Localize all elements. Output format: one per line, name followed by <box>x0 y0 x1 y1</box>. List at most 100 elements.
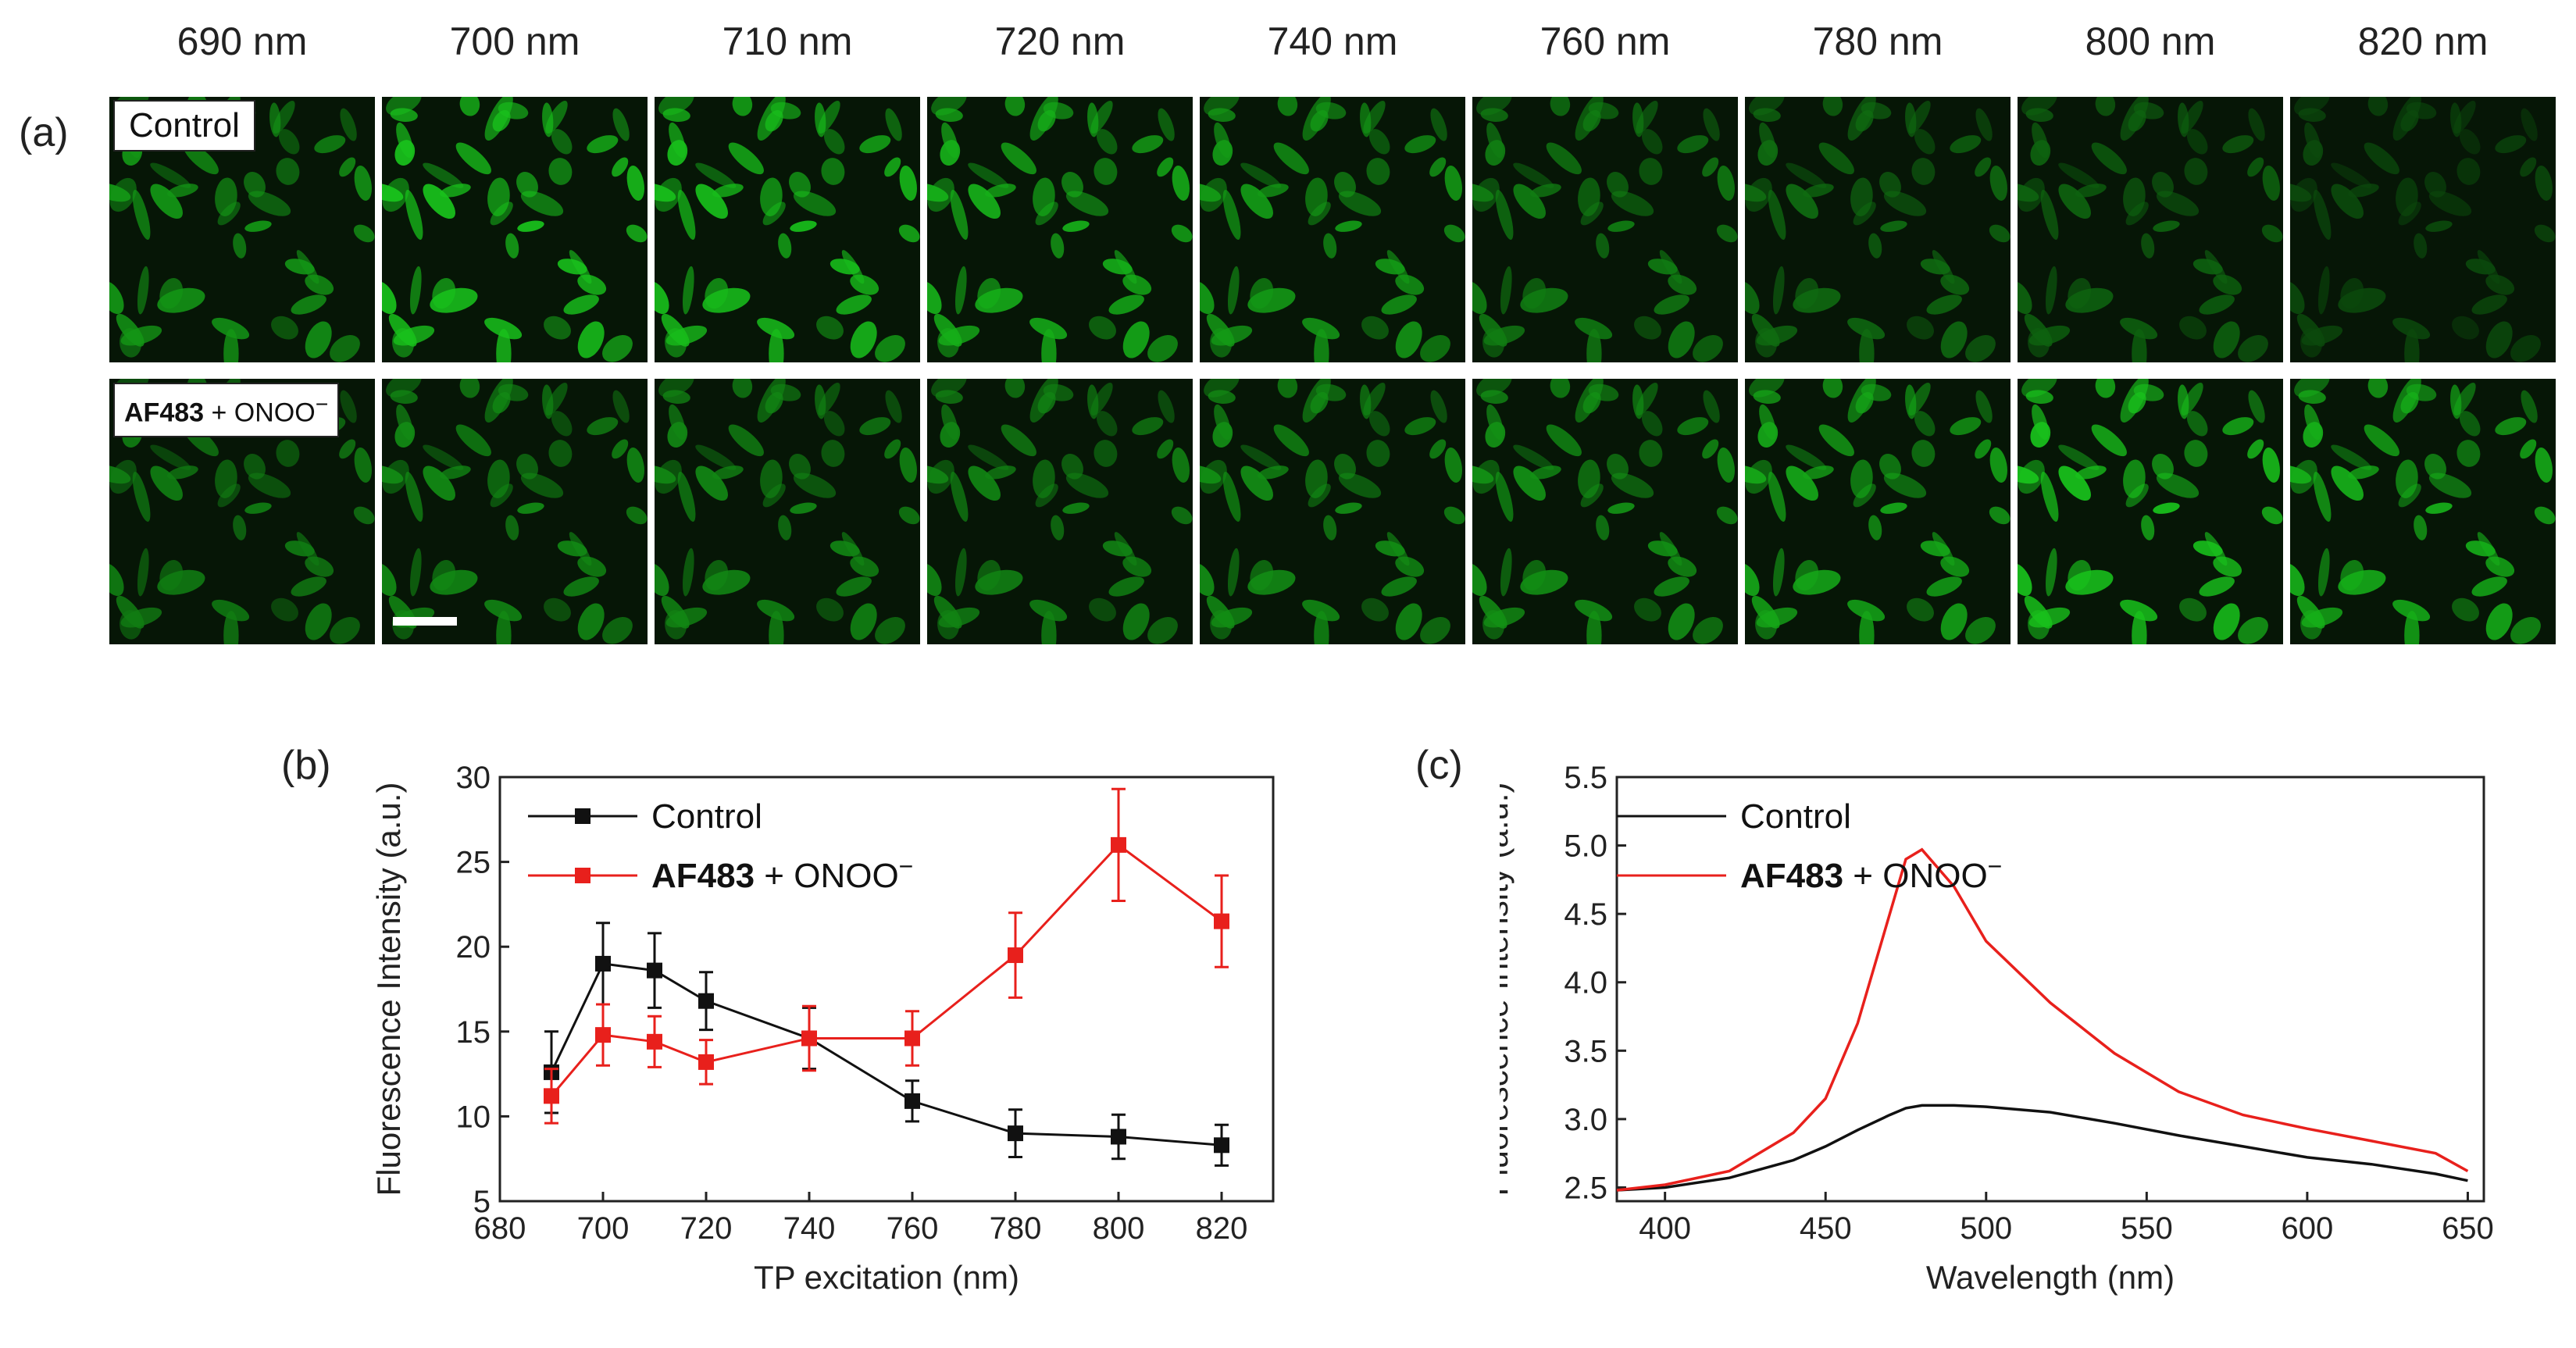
treated-image-tile <box>2290 379 2556 644</box>
panel-b-label: (b) <box>281 743 331 788</box>
x-tick-label: 680 <box>474 1211 526 1246</box>
x-tick-label: 820 <box>1196 1211 1248 1246</box>
x-tick-label: 500 <box>1960 1211 2012 1246</box>
treated-data-point <box>647 1033 662 1050</box>
wavelength-label: 800 nm <box>2085 20 2216 63</box>
control-data-point <box>647 962 662 979</box>
y-axis-label: Fluorescence Intensity (a.u.) <box>1500 783 1515 1196</box>
control-data-point <box>595 955 611 972</box>
legend-charge: − <box>1988 852 2003 880</box>
y-tick-label: 10 <box>456 1100 491 1134</box>
x-tick-label: 650 <box>2442 1211 2494 1246</box>
legend-charge: − <box>899 852 914 880</box>
control-data-point <box>1214 1137 1229 1154</box>
control-image-tile <box>655 97 920 362</box>
wavelength-label: 710 nm <box>722 20 853 63</box>
x-tick-label: 450 <box>1800 1211 1852 1246</box>
control-legend-label: Control <box>1740 797 1851 836</box>
y-tick-label: 5.5 <box>1564 761 1607 795</box>
control-legend-label: Control <box>651 797 762 836</box>
treated-data-point <box>1111 836 1126 853</box>
y-axis-label: Fluorescence Intensity (a.u.) <box>370 783 407 1196</box>
x-tick-label: 760 <box>887 1211 939 1246</box>
legend-analyte: + ONOO <box>755 857 899 895</box>
plot-frame <box>498 776 1275 1203</box>
wavelength-label: 760 nm <box>1540 20 1671 63</box>
control-image-tile <box>927 97 1193 362</box>
y-tick-label: 3.5 <box>1564 1034 1607 1068</box>
treated-data-point <box>904 1030 920 1047</box>
legend-probe-name: AF483 <box>1740 857 1843 895</box>
y-tick-label: 15 <box>456 1015 491 1050</box>
y-tick-label: 2.5 <box>1564 1171 1607 1205</box>
x-axis-label: TP excitation (nm) <box>754 1259 1019 1296</box>
panel-a-label: (a) <box>19 110 69 155</box>
y-tick-label: 5.0 <box>1564 829 1607 864</box>
panel-c-label: (c) <box>1415 743 1463 788</box>
y-tick-label: 20 <box>456 930 491 965</box>
treated-image-tile <box>1745 379 2010 644</box>
treated-series-line <box>1616 847 2469 1192</box>
control-data-point <box>1111 1129 1126 1145</box>
treated-legend-label: AF483 + ONOO− <box>651 852 913 895</box>
wavelength-label: 720 nm <box>994 20 1126 63</box>
y-tick-label: 30 <box>456 761 491 795</box>
plot-frame <box>1615 776 2485 1203</box>
control-image-tile <box>1200 97 1465 362</box>
row-label-control: Control <box>113 100 255 152</box>
treated-data-point <box>1214 913 1229 929</box>
control-image-tile <box>382 97 648 362</box>
row-label-sup: − <box>315 392 329 417</box>
control-legend-marker <box>575 808 590 824</box>
treated-data-point <box>1008 947 1023 964</box>
row-label-rest: + ONOO <box>204 398 316 428</box>
y-tick-label: 4.0 <box>1564 966 1607 1000</box>
x-tick-label: 600 <box>2282 1211 2334 1246</box>
treated-image-tile <box>1200 379 1465 644</box>
control-series-line <box>550 962 1222 1147</box>
treated-image-tile <box>2018 379 2283 644</box>
y-tick-label: 25 <box>456 846 491 880</box>
wavelength-label: 780 nm <box>1812 20 1943 63</box>
y-tick-label: 3.0 <box>1564 1103 1607 1137</box>
y-tick-label: 5 <box>473 1185 491 1219</box>
treated-data-point <box>698 1054 714 1070</box>
control-image-tile <box>2290 97 2556 362</box>
legend-probe-name: AF483 <box>651 857 755 895</box>
x-tick-label: 550 <box>2121 1211 2173 1246</box>
x-tick-label: 780 <box>990 1211 1042 1246</box>
treated-data-point <box>544 1088 559 1104</box>
control-data-point <box>698 993 714 1009</box>
wavelength-label: 820 nm <box>2357 20 2489 63</box>
control-image-tile <box>1745 97 2010 362</box>
x-tick-label: 400 <box>1639 1211 1691 1246</box>
treated-data-point <box>595 1027 611 1043</box>
control-data-point <box>1008 1125 1023 1142</box>
chart-c: 400 450 500 550 600 650 2.5 3.0 3.5 4.0 4.5 5.0 5.5 W… <box>1500 761 2494 1296</box>
x-tick-label: 700 <box>577 1211 630 1246</box>
x-tick-label: 720 <box>680 1211 733 1246</box>
x-tick-label: 800 <box>1093 1211 1145 1246</box>
row-label-treated: AF483 + ONOO− <box>113 383 340 438</box>
control-image-tile <box>1472 97 1738 362</box>
treated-image-tile <box>382 379 648 644</box>
wavelength-label: 740 nm <box>1267 20 1398 63</box>
control-image-tile <box>2018 97 2283 362</box>
treated-legend-marker <box>575 868 590 883</box>
row-label-probe: AF483 <box>124 398 205 428</box>
control-series-line <box>1616 1104 2468 1192</box>
treated-image-tile <box>927 379 1193 644</box>
treated-data-point <box>801 1030 817 1047</box>
chart-b: 680 700 720 740 760 780 800 820 5 10 15 20 25 30 TP ex… <box>370 761 1275 1296</box>
treated-legend-label: AF483 + ONOO− <box>1740 852 2002 895</box>
x-tick-label: 740 <box>783 1211 836 1246</box>
treated-image-tile <box>1472 379 1738 644</box>
x-axis-label: Wavelength (nm) <box>1926 1259 2175 1296</box>
y-tick-label: 4.5 <box>1564 897 1607 932</box>
legend-analyte: + ONOO <box>1843 857 1988 895</box>
treated-image-tile <box>655 379 920 644</box>
wavelength-label: 700 nm <box>449 20 580 63</box>
wavelength-label: 690 nm <box>177 20 308 63</box>
control-data-point <box>904 1093 920 1109</box>
scale-bar <box>393 617 457 626</box>
